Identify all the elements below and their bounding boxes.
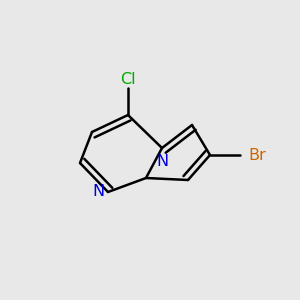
Text: Cl: Cl (120, 73, 136, 88)
Text: N: N (156, 154, 168, 169)
Text: N: N (92, 184, 104, 200)
Text: Br: Br (248, 148, 266, 163)
